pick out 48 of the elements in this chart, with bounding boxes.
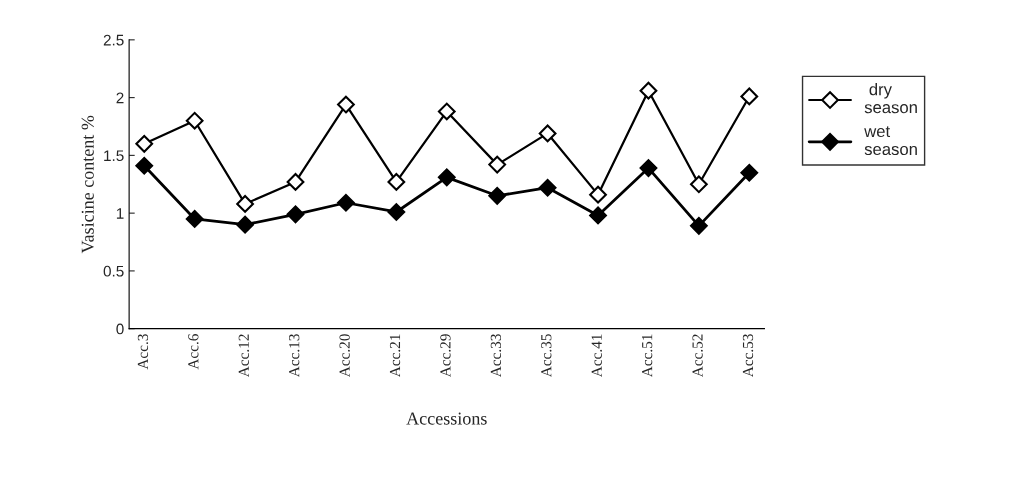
point xyxy=(135,134,154,153)
point xyxy=(337,95,355,114)
y-axis-title: Vasicine content % xyxy=(81,115,94,254)
point xyxy=(286,205,305,224)
y-tick-label: 0.5 xyxy=(103,265,124,277)
point xyxy=(589,206,607,225)
x-tick-label: Acc.12 xyxy=(238,334,249,378)
y-tick-label: 1.5 xyxy=(104,150,124,162)
x-tick-label: Acc.13 xyxy=(289,334,300,378)
x-tick-label: Acc.20 xyxy=(339,334,350,378)
point xyxy=(488,186,507,205)
point xyxy=(236,195,254,213)
point xyxy=(337,193,355,212)
x-tick-label: Acc.3 xyxy=(137,334,149,370)
x-tick-label: Acc.6 xyxy=(188,334,199,370)
point xyxy=(589,185,607,204)
y-tick-label: 2 xyxy=(116,92,124,104)
point xyxy=(387,173,406,191)
point xyxy=(387,203,406,221)
point xyxy=(538,178,557,197)
x-tick-label: Acc.33 xyxy=(490,334,502,378)
point xyxy=(639,159,658,177)
point xyxy=(185,111,204,130)
point xyxy=(185,210,204,228)
x-tick-label: Acc.29 xyxy=(440,334,451,378)
y-tick-label: 2.5 xyxy=(103,34,124,46)
point xyxy=(236,215,254,234)
point xyxy=(437,168,456,187)
x-tick-label: Acc.51 xyxy=(642,334,653,378)
point xyxy=(437,102,456,121)
x-tick-label: Acc.53 xyxy=(742,334,754,378)
point xyxy=(740,163,759,182)
point xyxy=(740,87,759,106)
x-tick-label: Acc.52 xyxy=(692,334,703,378)
point xyxy=(286,173,305,191)
point xyxy=(689,216,708,235)
y-tick-label: 0 xyxy=(116,323,124,335)
legend-label: wet season xyxy=(864,126,917,156)
x-axis-title: Accessions xyxy=(406,412,487,425)
point xyxy=(135,156,154,175)
x-tick-label: Acc.35 xyxy=(541,334,552,378)
point xyxy=(538,124,557,143)
x-tick-label: Acc.21 xyxy=(389,334,401,378)
point xyxy=(488,155,507,174)
point xyxy=(639,81,658,100)
x-tick-label: Acc.41 xyxy=(591,334,602,378)
point xyxy=(689,175,708,194)
y-tick-label: 1 xyxy=(116,208,124,219)
